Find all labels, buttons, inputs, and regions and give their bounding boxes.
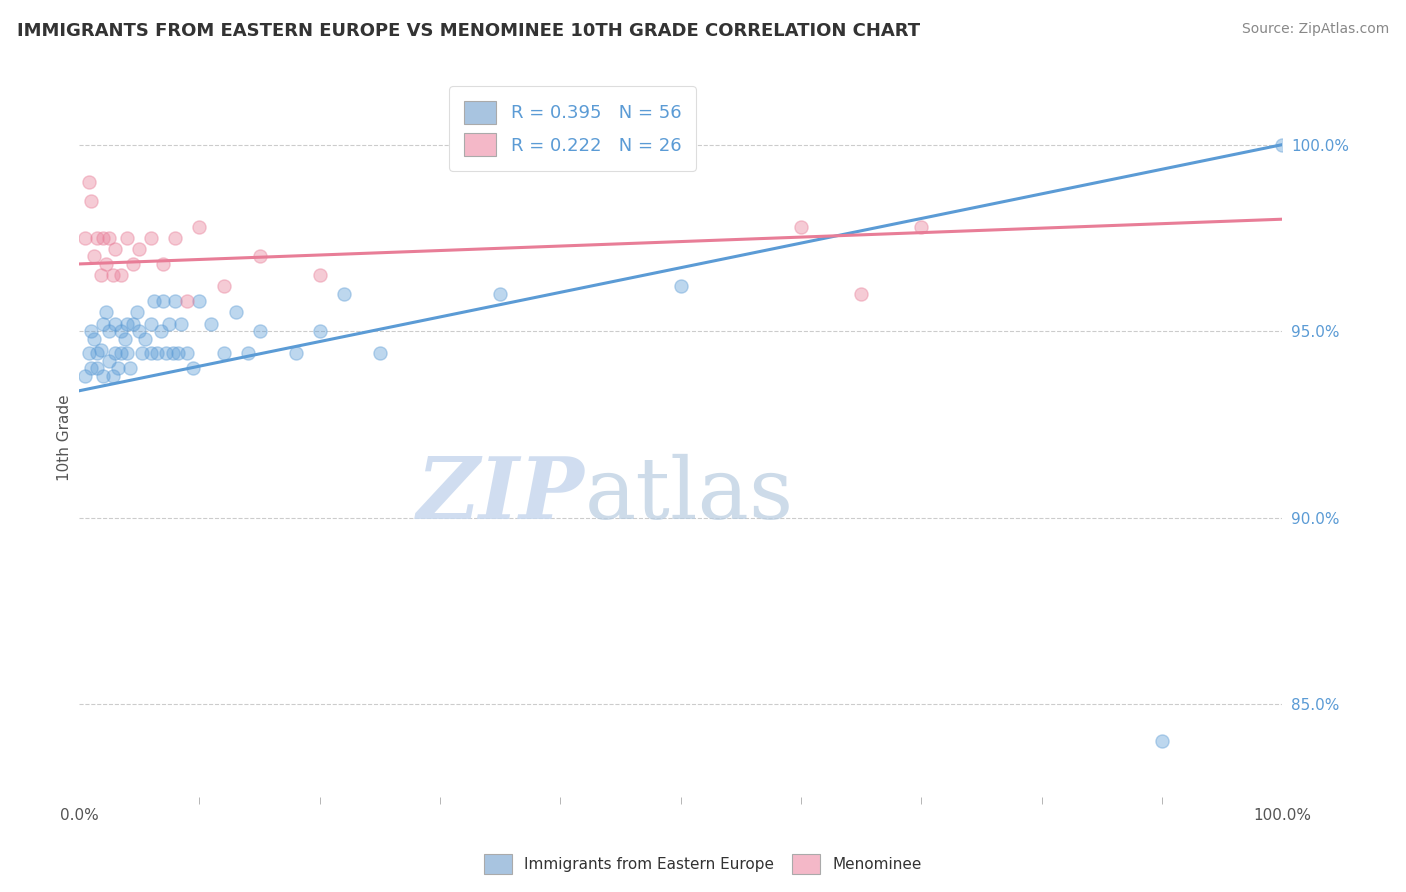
Point (98, 354, 121, 368)
Point (83, 332, 105, 346)
Point (142, 294, 165, 309)
Point (117, 317, 139, 331)
Point (188, 219, 211, 234)
Point (104, 346, 127, 360)
Point (669, 279, 692, 293)
Point (212, 346, 235, 360)
Point (98, 324, 121, 338)
Point (157, 317, 180, 331)
Point (91, 368, 114, 383)
Point (910, 219, 932, 234)
Point (165, 294, 187, 309)
Point (101, 268, 124, 282)
Point (212, 279, 235, 293)
Point (90, 343, 112, 357)
Point (183, 361, 205, 376)
Point (249, 324, 271, 338)
Point (77, 346, 100, 360)
Point (368, 346, 391, 360)
Point (225, 305, 247, 319)
Point (83, 250, 105, 264)
Point (152, 294, 174, 309)
Point (104, 242, 127, 256)
Point (86, 361, 108, 376)
Point (1271, 137, 1294, 152)
Point (80, 194, 103, 208)
Point (114, 332, 136, 346)
Point (149, 324, 172, 338)
Point (236, 346, 259, 360)
Point (110, 268, 132, 282)
Point (176, 346, 198, 360)
Point (94, 257, 117, 271)
Point (91, 231, 114, 245)
Point (333, 286, 356, 301)
Point (101, 368, 124, 383)
Point (128, 324, 150, 338)
Legend: R = 0.395   N = 56, R = 0.222   N = 26: R = 0.395 N = 56, R = 0.222 N = 26 (449, 87, 696, 170)
Point (851, 286, 873, 301)
Point (122, 317, 145, 331)
Point (118, 361, 141, 376)
Point (80, 324, 103, 338)
Point (75, 231, 97, 245)
Point (91, 317, 114, 331)
Point (249, 250, 271, 264)
Point (86, 346, 108, 360)
Point (117, 346, 139, 360)
Point (128, 242, 150, 256)
Point (110, 346, 132, 360)
Point (165, 231, 187, 245)
Legend: Immigrants from Eastern Europe, Menominee: Immigrants from Eastern Europe, Menomine… (478, 848, 928, 880)
Text: IMMIGRANTS FROM EASTERN EUROPE VS MENOMINEE 10TH GRADE CORRELATION CHART: IMMIGRANTS FROM EASTERN EUROPE VS MENOMI… (17, 22, 920, 40)
Text: Source: ZipAtlas.com: Source: ZipAtlas.com (1241, 22, 1389, 37)
Point (75, 368, 97, 383)
Point (284, 346, 307, 360)
Point (110, 324, 132, 338)
Point (308, 324, 330, 338)
Point (107, 361, 129, 376)
Point (98, 231, 121, 245)
Point (86, 231, 108, 245)
Y-axis label: 10th Grade: 10th Grade (58, 394, 72, 481)
Point (90, 268, 112, 282)
Point (131, 346, 153, 360)
Point (166, 346, 188, 360)
Point (170, 317, 193, 331)
Point (152, 257, 174, 271)
Point (104, 317, 127, 331)
Point (155, 346, 177, 360)
Point (77, 175, 100, 189)
Text: ZIP: ZIP (416, 453, 585, 537)
Point (141, 346, 163, 360)
Point (489, 286, 512, 301)
Point (1152, 734, 1174, 748)
Point (122, 257, 145, 271)
Point (200, 317, 222, 331)
Point (125, 305, 148, 319)
Point (162, 346, 184, 360)
Point (134, 332, 156, 346)
Point (141, 317, 163, 331)
Point (94, 305, 117, 319)
Point (176, 294, 198, 309)
Point (141, 231, 163, 245)
Point (117, 231, 139, 245)
Point (188, 294, 211, 309)
Point (80, 361, 103, 376)
Point (790, 219, 813, 234)
Text: atlas: atlas (585, 453, 793, 537)
Point (146, 346, 169, 360)
Point (308, 268, 330, 282)
